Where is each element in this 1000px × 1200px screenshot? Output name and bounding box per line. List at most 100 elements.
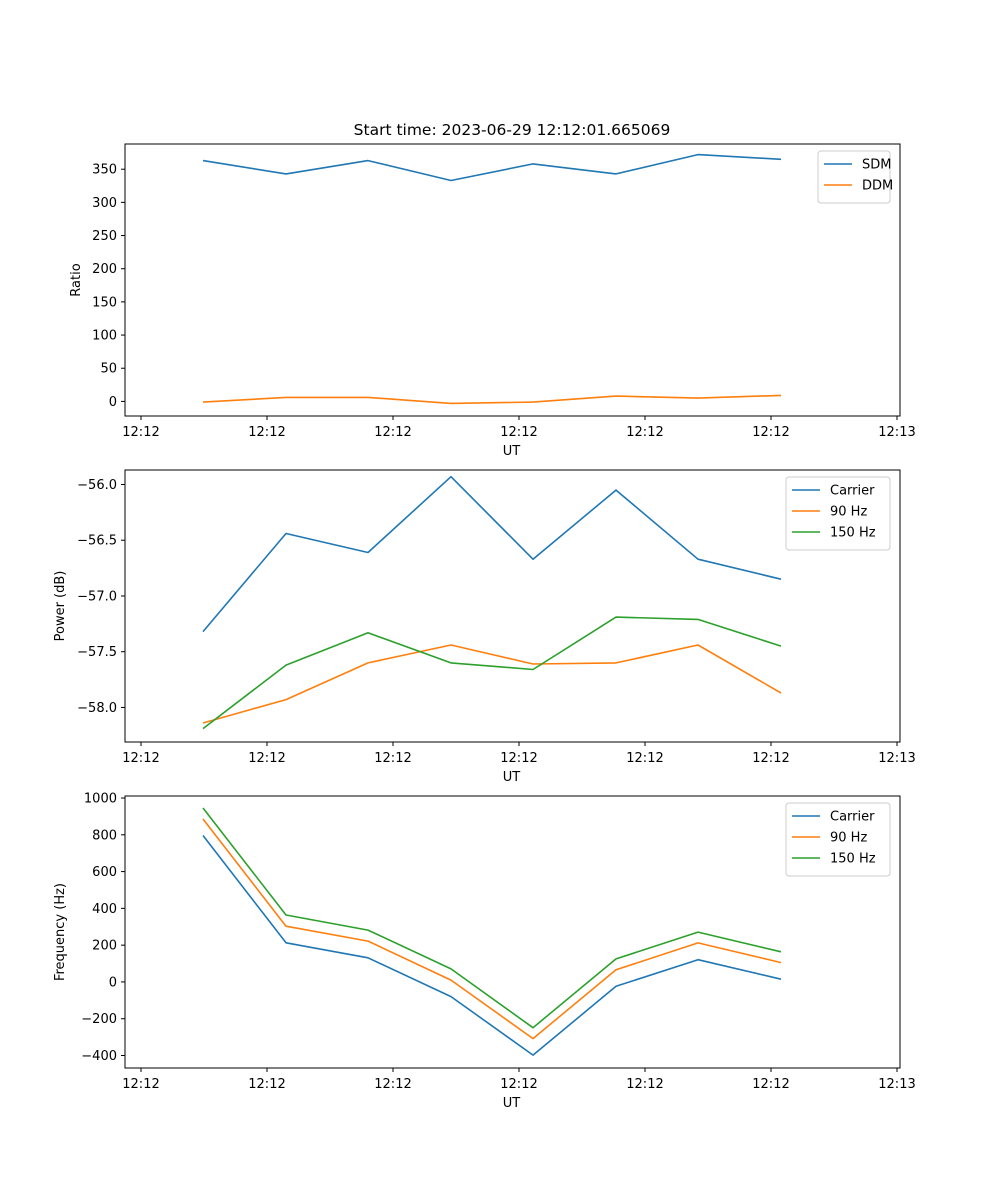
- x-axis-label: UT: [503, 444, 521, 459]
- legend-label: 90 Hz: [830, 505, 867, 520]
- data-point-ddm: [780, 394, 783, 397]
- data-point-ddm: [697, 397, 700, 400]
- data-point-carrier: [780, 978, 783, 981]
- x-tick-label: 12:12: [374, 425, 411, 440]
- data-point-90-hz: [285, 698, 288, 701]
- legend-label: DDM: [862, 179, 893, 194]
- y-axis-label: Frequency (Hz): [53, 883, 68, 981]
- data-point-150-hz: [615, 616, 618, 619]
- x-tick-label: 12:12: [374, 1077, 411, 1092]
- data-point-150-hz: [202, 727, 205, 730]
- data-point-150-hz: [285, 664, 288, 667]
- series-line-carrier: [202, 835, 782, 1056]
- series-line-150-hz: [202, 616, 782, 730]
- data-point-90-hz: [285, 925, 288, 928]
- data-point-90-hz: [367, 661, 370, 664]
- y-tick-label: 800: [92, 828, 117, 843]
- y-tick-label: 600: [92, 865, 117, 880]
- data-point-150-hz: [697, 618, 700, 621]
- data-point-carrier: [780, 578, 783, 581]
- data-point-carrier: [450, 995, 453, 998]
- data-point-sdm: [202, 159, 205, 162]
- y-tick-label: 200: [92, 939, 117, 954]
- y-tick-label: −57.5: [77, 645, 117, 660]
- data-point-150-hz: [532, 1026, 535, 1029]
- legend: Carrier 90 Hz 150 Hz: [785, 476, 891, 551]
- legend-label: SDM: [862, 158, 891, 173]
- data-point-150-hz: [532, 668, 535, 671]
- y-tick-label: 0: [109, 975, 117, 990]
- data-point-90-hz: [697, 644, 700, 647]
- y-tick-label: 100: [92, 329, 117, 344]
- data-point-carrier: [202, 630, 205, 633]
- data-point-90-hz: [450, 644, 453, 647]
- data-point-carrier: [615, 489, 618, 492]
- x-tick-label: 12:12: [626, 425, 663, 440]
- data-point-ddm: [615, 395, 618, 398]
- data-point-90-hz: [780, 692, 783, 695]
- x-tick-label: 12:13: [878, 425, 915, 440]
- data-point-carrier: [202, 834, 205, 837]
- data-point-sdm: [780, 158, 783, 161]
- y-tick-label: 1000: [84, 792, 117, 807]
- x-tick-label: 12:12: [122, 1077, 159, 1092]
- legend-label: Carrier: [830, 484, 875, 499]
- data-point-sdm: [697, 153, 700, 156]
- data-point-90-hz: [780, 961, 783, 964]
- data-point-90-hz: [202, 818, 205, 821]
- series-line-sdm: [202, 153, 782, 182]
- legend-label: 150 Hz: [830, 526, 876, 541]
- x-tick-label: 12:12: [752, 751, 789, 766]
- x-tick-label: 12:12: [626, 751, 663, 766]
- axes-frame: [124, 469, 901, 743]
- x-tick-label: 12:13: [878, 1077, 915, 1092]
- data-point-150-hz: [450, 661, 453, 664]
- data-point-ddm: [202, 401, 205, 404]
- data-point-150-hz: [450, 967, 453, 970]
- data-point-sdm: [285, 172, 288, 175]
- x-tick-label: 12:12: [248, 1077, 285, 1092]
- y-tick-label: 150: [92, 295, 117, 310]
- x-tick-label: 12:12: [248, 751, 285, 766]
- data-point-carrier: [615, 985, 618, 988]
- x-tick-label: 12:12: [752, 425, 789, 440]
- frequency-panel: 12:12 12:12 12:12 12:12 12:12 12:12 12:13 −400 −…: [53, 792, 916, 1111]
- data-point-sdm: [532, 162, 535, 165]
- data-point-ddm: [450, 402, 453, 405]
- x-tick-label: 12:12: [500, 1077, 537, 1092]
- data-point-90-hz: [532, 663, 535, 666]
- legend: Carrier 90 Hz 150 Hz: [785, 802, 891, 877]
- x-tick-label: 12:12: [374, 751, 411, 766]
- data-point-90-hz: [367, 940, 370, 943]
- data-point-90-hz: [615, 661, 618, 664]
- x-tick-label: 12:12: [122, 425, 159, 440]
- data-point-150-hz: [367, 929, 370, 932]
- legend: SDM DDM: [817, 150, 893, 204]
- figure-title: Start time: 2023-06-29 12:12:01.665069: [354, 121, 671, 139]
- x-tick-label: 12:12: [500, 425, 537, 440]
- data-point-90-hz: [532, 1037, 535, 1040]
- data-point-90-hz: [697, 941, 700, 944]
- series-line-150-hz: [202, 807, 782, 1029]
- data-point-ddm: [532, 401, 535, 404]
- data-point-carrier: [285, 532, 288, 535]
- series-line-carrier: [202, 475, 782, 633]
- data-point-carrier: [532, 558, 535, 561]
- data-point-ddm: [367, 396, 370, 399]
- y-tick-label: 300: [92, 196, 117, 211]
- data-point-150-hz: [285, 914, 288, 917]
- y-tick-label: −56.0: [77, 478, 117, 493]
- data-point-90-hz: [450, 979, 453, 982]
- axes-frame: [124, 143, 901, 417]
- y-tick-label: −200: [81, 1012, 117, 1027]
- x-tick-label: 12:12: [500, 751, 537, 766]
- x-tick-label: 12:12: [248, 425, 285, 440]
- data-point-ddm: [285, 396, 288, 399]
- y-tick-label: −56.5: [77, 534, 117, 549]
- data-point-150-hz: [615, 957, 618, 960]
- series-line-90-hz: [202, 644, 782, 724]
- y-tick-label: 250: [92, 229, 117, 244]
- data-point-carrier: [367, 551, 370, 554]
- data-point-carrier: [367, 956, 370, 959]
